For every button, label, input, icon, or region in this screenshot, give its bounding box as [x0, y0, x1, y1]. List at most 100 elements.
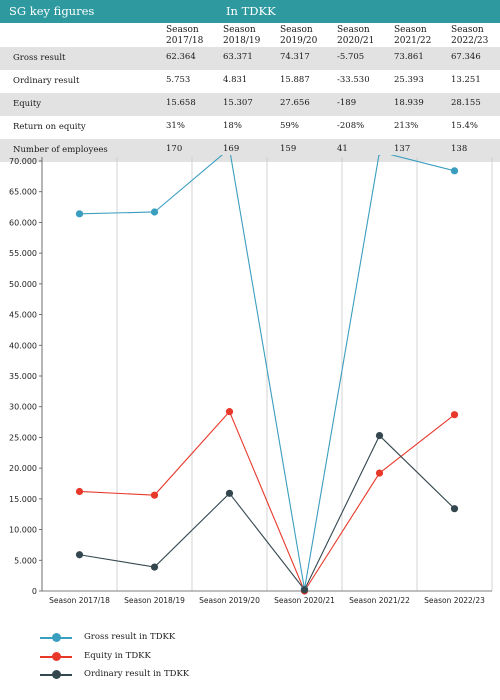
table-cell: 13.251 — [451, 75, 481, 85]
y-tick-label: 45.000 — [9, 311, 37, 320]
table-row: Gross result 62.364 63.371 74.317 -5.705 73.8… — [0, 47, 500, 70]
table-cell: 15.307 — [223, 98, 253, 108]
data-point — [150, 563, 159, 571]
y-tick-label: 5.000 — [14, 556, 37, 565]
table-cell: 138 — [451, 144, 468, 154]
season-header-word: Season — [280, 25, 313, 35]
y-tick-label: 40.000 — [9, 341, 37, 350]
row-label: Number of employees — [13, 145, 108, 155]
table-cell: 159 — [280, 144, 297, 154]
data-point — [150, 208, 159, 216]
table-cell: 4.831 — [223, 75, 248, 85]
table-cell: -5.705 — [337, 52, 365, 62]
y-tick-label: 20.000 — [9, 464, 37, 473]
season-header: Season 2021/22 — [394, 25, 431, 46]
y-tick-label: 0 — [32, 587, 37, 596]
y-tick-label: 15.000 — [9, 495, 37, 504]
table-cell: 27.656 — [280, 98, 310, 108]
season-header-year: 2021/22 — [394, 35, 432, 46]
x-tick-label: Season 2017/18 — [49, 596, 110, 605]
table-row: Equity 15.658 15.307 27.656 -189 18.939 28.155 — [0, 93, 500, 116]
table-cell: 62.364 — [166, 52, 196, 62]
y-tick-label: 30.000 — [9, 403, 37, 412]
season-header-word: Season — [166, 25, 199, 35]
table-cell: 15.887 — [280, 75, 310, 85]
line-chart: 0 5.000 10.000 15.000 20.000 25.000 30.000 35.0… — [9, 155, 493, 605]
season-header: Season 2020/21 — [337, 25, 374, 46]
table-cell: 25.393 — [394, 75, 424, 85]
x-tick-label: Season 2022/23 — [424, 596, 485, 605]
legend-marker — [52, 633, 61, 642]
table-cell: 73.861 — [394, 52, 424, 62]
table-row: Number of employees 170 169 159 41 137 138 — [0, 139, 500, 162]
table-cell: 5.753 — [166, 75, 191, 85]
table-cell: 15.658 — [166, 98, 196, 108]
season-header-year: 2018/19 — [223, 35, 261, 46]
y-tick-label: 25.000 — [9, 433, 37, 442]
table-cell: 31% — [166, 121, 185, 131]
table-cell: 169 — [223, 144, 240, 154]
table-row: Return on equity 31% 18% 59% -208% 213% 15.4% — [0, 116, 500, 139]
data-point — [375, 431, 384, 440]
header-title: SG key figures — [9, 4, 95, 18]
season-header: Season 2018/19 — [223, 25, 260, 46]
row-label: Gross result — [13, 53, 66, 63]
table-cell: 18.939 — [394, 98, 424, 108]
legend-label: Equity in TDKK — [84, 651, 151, 661]
series-line — [79, 155, 455, 590]
legend-marker — [52, 670, 61, 679]
data-point — [450, 505, 459, 513]
table-cell: 213% — [394, 121, 419, 131]
table-cell: 15.4% — [451, 121, 479, 131]
y-tick-label: 10.000 — [9, 526, 37, 535]
x-tick-label: Season 2018/19 — [124, 596, 185, 605]
data-point — [75, 551, 84, 559]
table-cell: 18% — [223, 121, 242, 131]
table-cell: 74.317 — [280, 52, 310, 62]
data-point — [450, 167, 459, 175]
data-point — [225, 489, 234, 497]
table-cell: 41 — [337, 144, 348, 154]
season-header-word: Season — [394, 25, 427, 35]
y-tick-label: 70.000 — [9, 157, 37, 166]
season-header-year: 2019/20 — [280, 35, 318, 46]
legend-label: Ordinary result in TDKK — [84, 669, 190, 679]
row-label: Ordinary result — [13, 76, 80, 86]
x-tick-label: Season 2020/21 — [274, 596, 335, 605]
table-cell: 170 — [166, 144, 183, 154]
data-point — [225, 408, 234, 416]
y-tick-label: 55.000 — [9, 249, 37, 258]
data-point — [450, 411, 459, 419]
season-header: Season 2017/18 — [166, 25, 203, 46]
row-label: Return on equity — [13, 122, 86, 132]
season-header-word: Season — [337, 25, 370, 35]
season-header-word: Season — [451, 25, 484, 35]
x-tick-label: Season 2019/20 — [199, 596, 260, 605]
header-bar: SG key figures In TDKK — [0, 0, 500, 23]
series-line — [79, 434, 455, 591]
data-point — [375, 469, 384, 477]
header-unit: In TDKK — [226, 4, 276, 18]
y-tick-label: 65.000 — [9, 188, 37, 197]
data-point — [75, 487, 84, 496]
season-header: Season 2022/23 — [451, 25, 488, 46]
season-header-year: 2017/18 — [166, 35, 204, 46]
table-cell: 59% — [280, 121, 299, 131]
data-point — [300, 586, 309, 594]
season-header-year: 2022/23 — [451, 35, 489, 46]
legend-label: Gross result in TDKK — [84, 632, 176, 642]
y-tick-label: 50.000 — [9, 280, 37, 289]
table-cell: 63.371 — [223, 52, 253, 62]
table-row: Ordinary result 5.753 4.831 15.887 -33.530 25… — [0, 70, 500, 93]
table-cell: 137 — [394, 144, 411, 154]
season-header-year: 2020/21 — [337, 35, 375, 46]
x-tick-label: Season 2021/22 — [349, 596, 410, 605]
y-tick-label: 35.000 — [9, 372, 37, 381]
table-cell: -208% — [337, 121, 365, 131]
y-tick-label: 60.000 — [9, 218, 37, 227]
season-header: Season 2019/20 — [280, 25, 317, 46]
legend-marker — [52, 652, 61, 661]
table-cell: -33.530 — [337, 75, 370, 85]
data-point — [150, 491, 159, 499]
season-header-word: Season — [223, 25, 256, 35]
